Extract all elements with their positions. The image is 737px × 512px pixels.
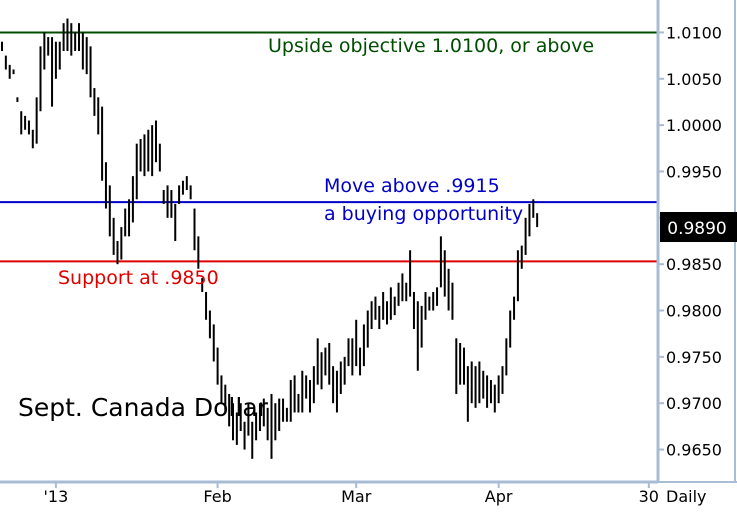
y-tick-label-6: 0.9950 bbox=[666, 162, 722, 181]
last-price-box bbox=[660, 212, 737, 242]
upside-objective-label: Upside objective 1.0100, or above bbox=[268, 35, 594, 57]
y-tick-label-3: 0.9800 bbox=[666, 302, 722, 321]
price-bars bbox=[1, 18, 539, 459]
y-tick-label-9: 1.0100 bbox=[666, 23, 722, 42]
y-tick-label-4: 0.9850 bbox=[666, 255, 722, 274]
y-tick-label-1: 0.9700 bbox=[666, 394, 722, 413]
support-label: Support at .9850 bbox=[58, 267, 219, 289]
y-tick-label-8: 1.0050 bbox=[666, 70, 722, 89]
buying-opportunity-label-2: a buying opportunity bbox=[324, 203, 523, 225]
buying-opportunity-label-1: Move above .9915 bbox=[324, 175, 500, 197]
x-tick-label-1: Feb bbox=[203, 487, 231, 506]
last-price-marker: 0.9890 bbox=[660, 212, 737, 242]
chart-title: Sept. Canada Dollar bbox=[18, 393, 269, 422]
y-tick-label-2: 0.9750 bbox=[666, 348, 722, 367]
plot-background bbox=[0, 0, 658, 482]
last-price-label: 0.9890 bbox=[667, 219, 726, 239]
x-tick-label-3: Apr bbox=[485, 487, 513, 506]
frequency-label: Daily bbox=[666, 487, 706, 506]
y-tick-label-0: 0.9650 bbox=[666, 441, 722, 460]
y-tick-label-7: 1.0000 bbox=[666, 116, 722, 135]
x-tick-label-0: '13 bbox=[44, 487, 69, 506]
annotations: Upside objective 1.0100, or above Move a… bbox=[18, 35, 594, 422]
plot-area bbox=[0, 0, 658, 482]
x-tick-label-2: Mar bbox=[341, 487, 372, 506]
x-tick-label-4: 30 bbox=[639, 487, 659, 506]
x-axis-ticks: '13 Feb Mar Apr 30 bbox=[44, 482, 659, 506]
